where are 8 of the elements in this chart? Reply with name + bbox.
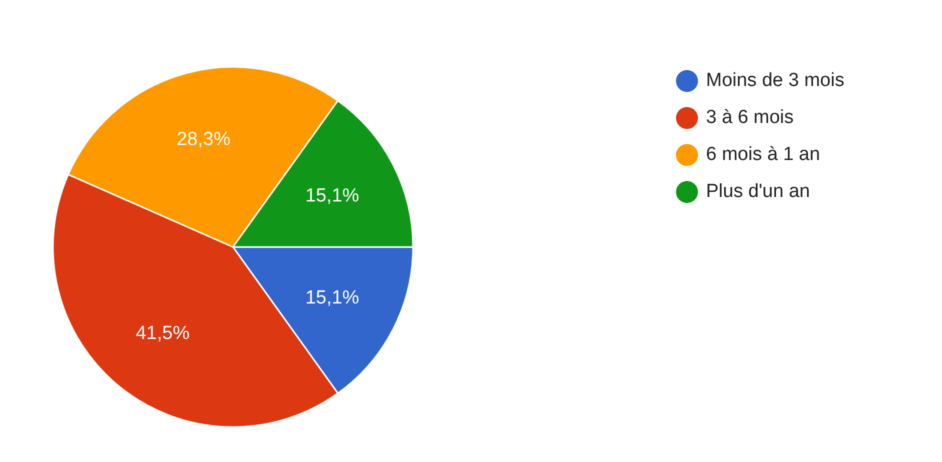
data-label: 28,3% bbox=[176, 128, 231, 150]
legend-label: 3 à 6 mois bbox=[706, 106, 794, 130]
data-label: 15,1% bbox=[305, 287, 360, 308]
data-label: 15,1% bbox=[305, 186, 360, 207]
legend-label: 6 mois à 1 an bbox=[706, 142, 820, 166]
legend-label: Plus d'un an bbox=[706, 180, 810, 204]
data-label: 41,5% bbox=[136, 323, 190, 344]
legend-label: Moins de 3 mois bbox=[706, 68, 844, 92]
